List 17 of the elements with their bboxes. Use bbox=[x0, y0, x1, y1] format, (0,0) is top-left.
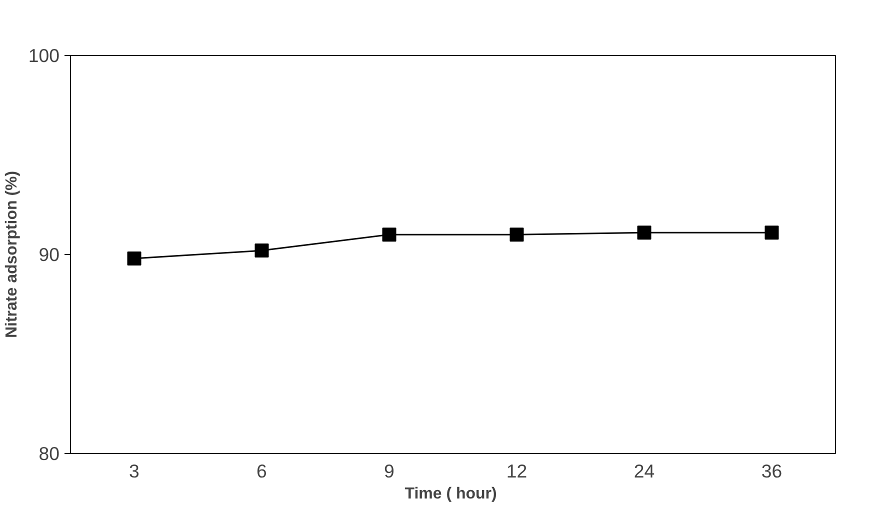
x-axis-title: Time ( hour) bbox=[404, 486, 497, 502]
point bbox=[382, 228, 396, 242]
point bbox=[510, 228, 524, 242]
x-tick-label: 3 bbox=[129, 460, 140, 482]
y-tick-label: 100 bbox=[28, 45, 60, 66]
y-axis-title: Nitrate adsorption (%) bbox=[3, 170, 20, 338]
point bbox=[254, 244, 269, 258]
y-tick-label: 80 bbox=[38, 443, 60, 464]
x-tick-label: 36 bbox=[761, 460, 782, 482]
x-tick-label: 24 bbox=[634, 460, 655, 482]
x-tick-label: 12 bbox=[506, 460, 528, 482]
y-tick-label: 90 bbox=[38, 244, 60, 265]
x-tick-label: 9 bbox=[384, 460, 394, 482]
point bbox=[637, 226, 652, 240]
point bbox=[764, 226, 779, 240]
x-tick-label: 6 bbox=[256, 460, 267, 482]
point bbox=[127, 251, 142, 266]
